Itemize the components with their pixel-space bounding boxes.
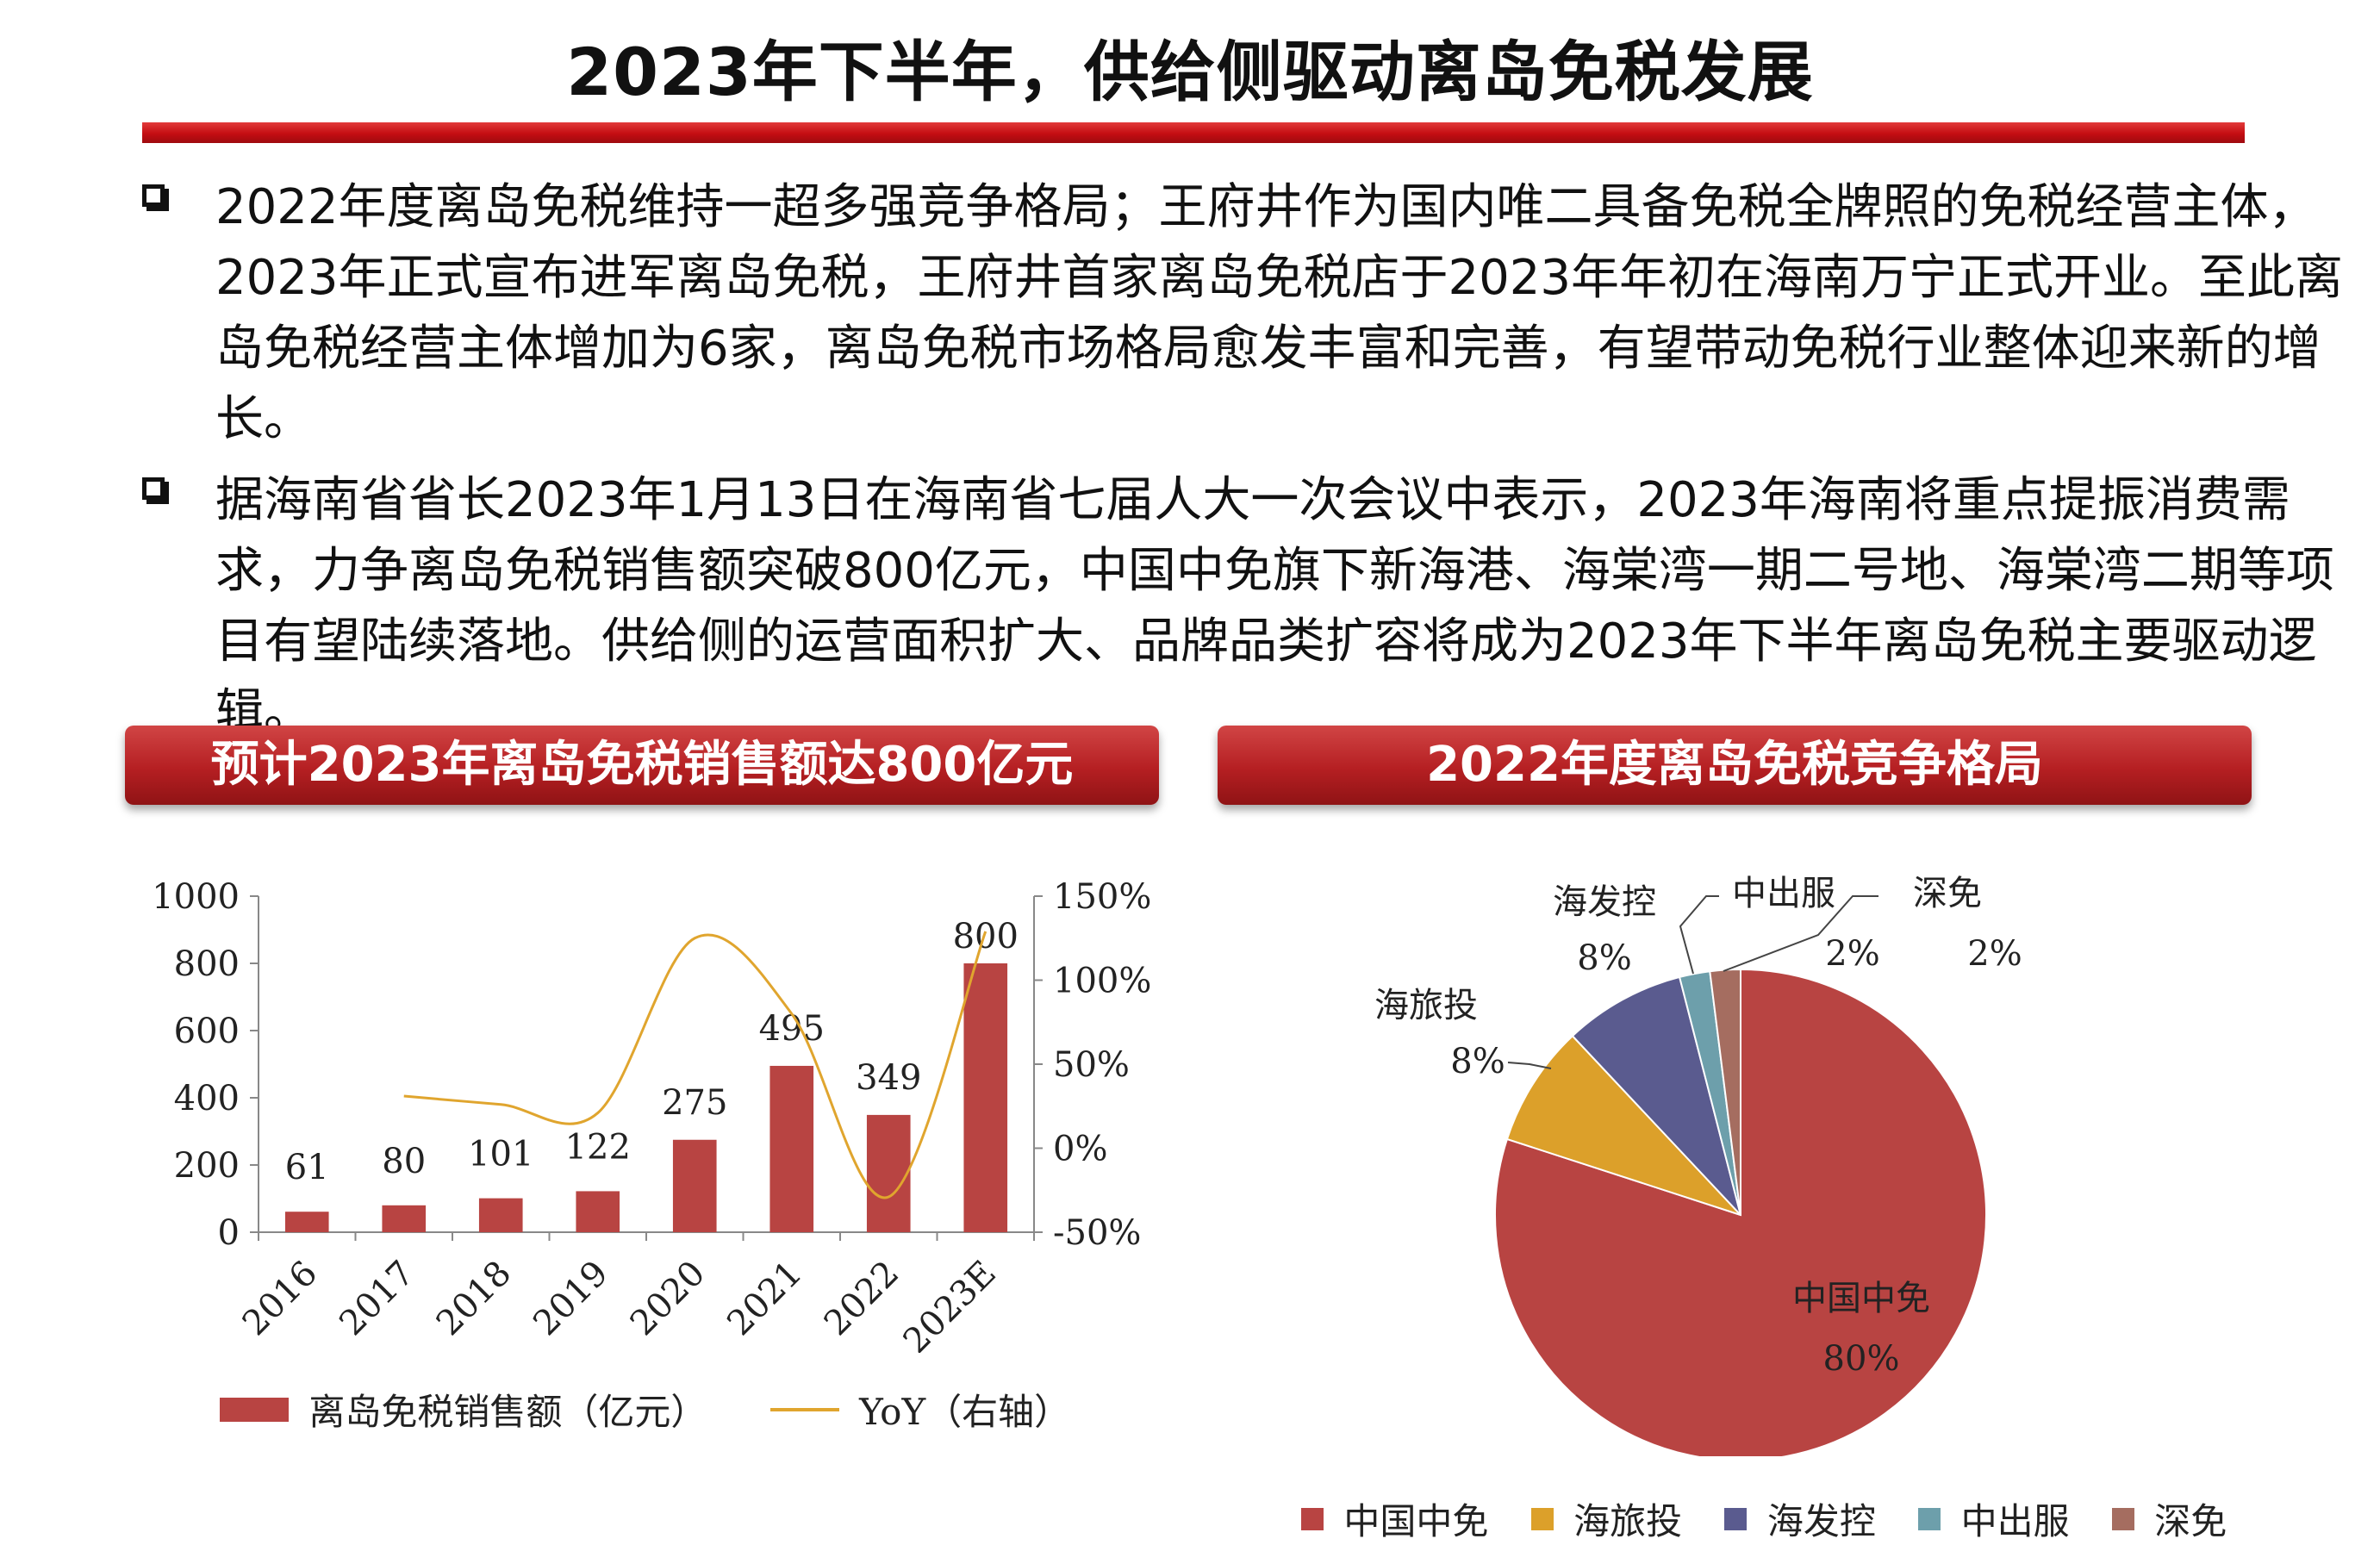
pie-slice-1 bbox=[1505, 1034, 1741, 1216]
pie-leader-sm bbox=[1723, 895, 1878, 972]
left-tick-label: 400 bbox=[174, 1079, 240, 1118]
legend-swatch-bar bbox=[220, 1397, 289, 1422]
pie-leader-hlt bbox=[1507, 1062, 1552, 1069]
bar-2021 bbox=[769, 1065, 814, 1232]
legend-swatch-cdf bbox=[1301, 1507, 1324, 1530]
left-tick-label: 800 bbox=[174, 944, 240, 984]
title-divider bbox=[142, 122, 2245, 143]
pie-value-cdf: 80% bbox=[1823, 1339, 1900, 1379]
right-tick-label: 50% bbox=[1053, 1045, 1130, 1085]
legend-swatch-zcf bbox=[1918, 1507, 1941, 1530]
bar-2019 bbox=[576, 1191, 620, 1232]
left-panel-title: 预计2023年离岛免税销售额达800亿元 bbox=[125, 726, 1159, 805]
legend-label-hlt: 海旅投 bbox=[1573, 1500, 1683, 1542]
bar-2022 bbox=[866, 1114, 911, 1232]
legend-label-line: YoY（右轴） bbox=[859, 1391, 1071, 1433]
bar-2016 bbox=[284, 1212, 329, 1232]
left-tick-label: 600 bbox=[174, 1012, 240, 1051]
right-panel-title: 2022年度离岛免税竞争格局 bbox=[1218, 726, 2252, 805]
bar-value-label: 800 bbox=[953, 917, 1019, 956]
checkbox-bullet-icon bbox=[142, 184, 165, 207]
bar-value-label: 275 bbox=[662, 1083, 727, 1123]
x-tick-label: 2016 bbox=[235, 1254, 326, 1344]
x-tick-label: 2019 bbox=[526, 1254, 616, 1344]
pie-label-zcf: 中出服 bbox=[1732, 874, 1835, 913]
bar-value-label: 101 bbox=[468, 1135, 533, 1174]
pie-label-cdf: 中国中免 bbox=[1792, 1279, 1930, 1318]
bar-2018 bbox=[478, 1198, 523, 1232]
left-tick-label: 200 bbox=[174, 1146, 240, 1186]
bullet-text-2: 据海南省省长2023年1月13日在海南省七届人大一次会议中表示，2023年海南将… bbox=[215, 472, 2334, 740]
bar-value-label: 349 bbox=[856, 1058, 921, 1098]
x-tick-label: 2022 bbox=[817, 1254, 907, 1344]
legend-label-zcf: 中出服 bbox=[1960, 1500, 2070, 1542]
x-tick-label: 2023E bbox=[896, 1254, 1004, 1353]
pie-leader-zcf bbox=[1679, 895, 1719, 975]
checkbox-bullet-icon bbox=[142, 477, 165, 500]
pie-label-hfk: 海发控 bbox=[1553, 882, 1656, 922]
page-title: 2023年下半年，供给侧驱动离岛免税发展 bbox=[566, 34, 1814, 110]
pie-label-sm: 深免 bbox=[1913, 874, 1982, 913]
right-tick-label: 100% bbox=[1053, 962, 1151, 1001]
x-tick-label: 2017 bbox=[332, 1254, 422, 1344]
right-tick-label: 150% bbox=[1053, 877, 1151, 917]
legend-swatch-line bbox=[769, 1407, 839, 1411]
legend-label-bar: 离岛免税销售额（亿元） bbox=[308, 1391, 707, 1433]
legend-swatch-sm bbox=[2111, 1507, 2134, 1530]
bar-value-label: 122 bbox=[565, 1127, 631, 1167]
legend-label-hfk: 海发控 bbox=[1766, 1500, 1876, 1542]
competition-pie-chart: 中国中免 80% 海旅投 8% 海发控 8% 中出服 2% 深免 2% bbox=[1374, 874, 2022, 1456]
x-tick-label: 2020 bbox=[623, 1254, 713, 1344]
bar-2020 bbox=[672, 1139, 717, 1232]
pie-chart-legend: 中国中免 海旅投 海发控 中出服 深免 bbox=[1301, 1492, 2227, 1545]
left-tick-label: 1000 bbox=[152, 877, 240, 917]
x-tick-label: 2021 bbox=[720, 1254, 810, 1344]
pie-value-hlt: 8% bbox=[1450, 1042, 1505, 1081]
legend-swatch-hlt bbox=[1530, 1507, 1554, 1530]
bar-value-label: 80 bbox=[382, 1142, 426, 1181]
bar-value-label: 61 bbox=[285, 1148, 329, 1187]
bar-2023E bbox=[963, 963, 1008, 1232]
sales-combo-chart: 0 200 400 600 800 1000 -50% 0% 50% 100% 150% 61 80 10… bbox=[152, 877, 1151, 1353]
yoy-line bbox=[403, 931, 988, 1199]
bullet-text-1: 2022年度离岛免税维持一超多强竞争格局；王府井作为国内唯二具备免税全牌照的免税… bbox=[215, 179, 2344, 447]
x-tick-label: 2018 bbox=[429, 1254, 520, 1344]
pie-slice-2 bbox=[1571, 975, 1741, 1216]
bar-2017 bbox=[382, 1205, 427, 1232]
pie-value-hfk: 8% bbox=[1577, 938, 1631, 978]
legend-label-cdf: 中国中免 bbox=[1343, 1500, 1489, 1542]
left-tick-label: 0 bbox=[218, 1213, 240, 1253]
legend-swatch-hfk bbox=[1724, 1507, 1748, 1530]
pie-value-zcf: 2% bbox=[1825, 934, 1879, 974]
right-tick-label: -50% bbox=[1053, 1213, 1141, 1253]
bar-chart-legend: 离岛免税销售额（亿元） YoY（右轴） bbox=[220, 1383, 1070, 1436]
pie-label-hlt: 海旅投 bbox=[1374, 986, 1478, 1025]
pie-value-sm: 2% bbox=[1967, 934, 2022, 974]
right-tick-label: 0% bbox=[1053, 1130, 1107, 1169]
legend-label-sm: 深免 bbox=[2154, 1500, 2227, 1542]
